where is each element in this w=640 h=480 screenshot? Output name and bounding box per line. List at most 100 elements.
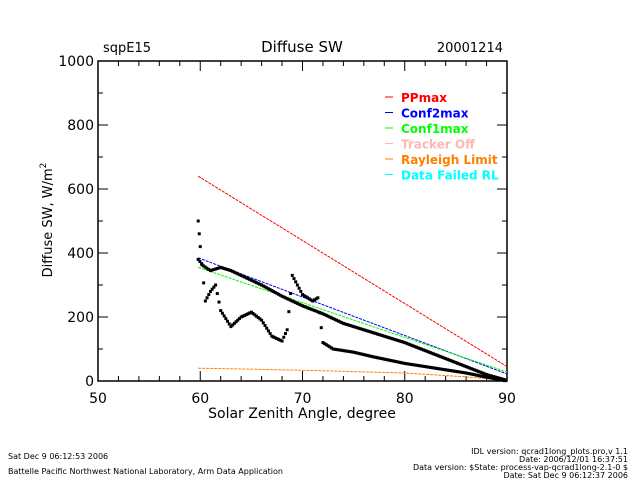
data-point <box>382 334 386 338</box>
y-tick-label: 600 <box>67 182 94 198</box>
data-point <box>265 286 269 290</box>
line-rayleigh-limit <box>198 367 508 381</box>
data-point <box>379 333 383 337</box>
data-point <box>210 268 214 272</box>
data-point <box>299 303 303 307</box>
data-point <box>307 306 311 310</box>
data-point <box>449 359 453 363</box>
data-point <box>304 295 308 299</box>
data-point <box>413 363 417 367</box>
data-point <box>236 272 240 276</box>
data-point <box>278 293 282 297</box>
data-point <box>433 366 437 370</box>
legend-label: Tracker Off <box>401 138 475 152</box>
data-point <box>217 300 221 304</box>
data-point <box>253 280 257 284</box>
data-point <box>435 366 439 370</box>
line-conf1max <box>198 266 508 373</box>
data-point <box>398 360 402 364</box>
data-point <box>449 369 453 373</box>
data-point <box>440 355 444 359</box>
data-point <box>196 257 200 261</box>
data-point <box>340 348 344 352</box>
data-point <box>266 329 270 333</box>
x-tick-label: 60 <box>191 391 209 407</box>
data-point <box>241 274 245 278</box>
data-point <box>198 245 202 249</box>
data-point <box>374 355 378 359</box>
data-point <box>234 271 238 275</box>
data-point <box>469 367 473 371</box>
x-tick-label: 70 <box>294 391 312 407</box>
y-tick-label: 0 <box>85 374 94 390</box>
data-point <box>253 313 257 317</box>
data-point <box>224 267 228 271</box>
data-point <box>462 364 466 368</box>
y-axis-label: Diffuse SW, W/m <box>41 168 56 277</box>
data-point <box>331 347 335 351</box>
data-point <box>457 370 461 374</box>
data-point <box>450 369 454 373</box>
data-point <box>408 362 412 366</box>
data-point <box>251 312 255 316</box>
data-point <box>256 316 260 320</box>
data-point <box>301 293 304 297</box>
svg-text:Diffuse SW, W/m2: Diffuse SW, W/m2 <box>39 163 56 278</box>
data-point <box>413 345 417 349</box>
data-point <box>323 342 327 346</box>
data-point <box>232 321 236 325</box>
data-point <box>437 367 441 371</box>
data-point <box>312 308 316 312</box>
data-point <box>258 282 262 286</box>
data-point <box>421 364 425 368</box>
data-point <box>203 299 207 303</box>
data-point <box>200 263 204 267</box>
legend-label: Conf2max <box>401 107 469 121</box>
legend-label: Rayleigh Limit <box>401 153 498 167</box>
data-point <box>239 273 243 277</box>
data-point <box>490 376 494 380</box>
data-point <box>263 324 267 328</box>
data-point <box>226 319 230 323</box>
data-point <box>430 366 434 370</box>
data-point <box>381 357 385 361</box>
data-point <box>476 369 480 373</box>
data-point <box>479 374 483 378</box>
data-point <box>316 296 320 300</box>
data-point <box>198 260 202 264</box>
data-point <box>343 349 347 353</box>
data-point <box>347 323 351 327</box>
data-point <box>389 359 393 363</box>
data-point <box>430 351 434 355</box>
legend-label: Conf1max <box>401 122 469 136</box>
data-point <box>301 304 304 308</box>
data-point <box>309 307 313 311</box>
data-point <box>215 266 219 270</box>
data-point <box>406 362 410 366</box>
data-point <box>479 371 483 375</box>
data-point <box>473 373 477 377</box>
data-point <box>471 372 475 376</box>
data-point <box>246 312 250 316</box>
data-point <box>411 344 415 348</box>
data-point <box>466 371 470 375</box>
data-point <box>283 296 287 300</box>
data-point <box>270 289 274 293</box>
data-point <box>367 329 371 333</box>
data-point <box>372 355 376 359</box>
data-point <box>381 334 385 338</box>
data-point <box>307 297 311 301</box>
data-point <box>418 364 422 368</box>
data-point <box>485 373 489 377</box>
data-point <box>214 267 218 271</box>
data-point <box>282 295 286 299</box>
axes: 50 60 70 80 90 0 200 400 600 800 1000 <box>58 54 516 407</box>
data-point <box>498 378 502 382</box>
data-point <box>410 343 414 347</box>
data-point <box>384 335 388 339</box>
data-point <box>474 369 478 373</box>
data-point <box>328 345 332 349</box>
data-point <box>341 321 345 325</box>
data-point <box>249 278 253 282</box>
data-point <box>214 283 218 287</box>
